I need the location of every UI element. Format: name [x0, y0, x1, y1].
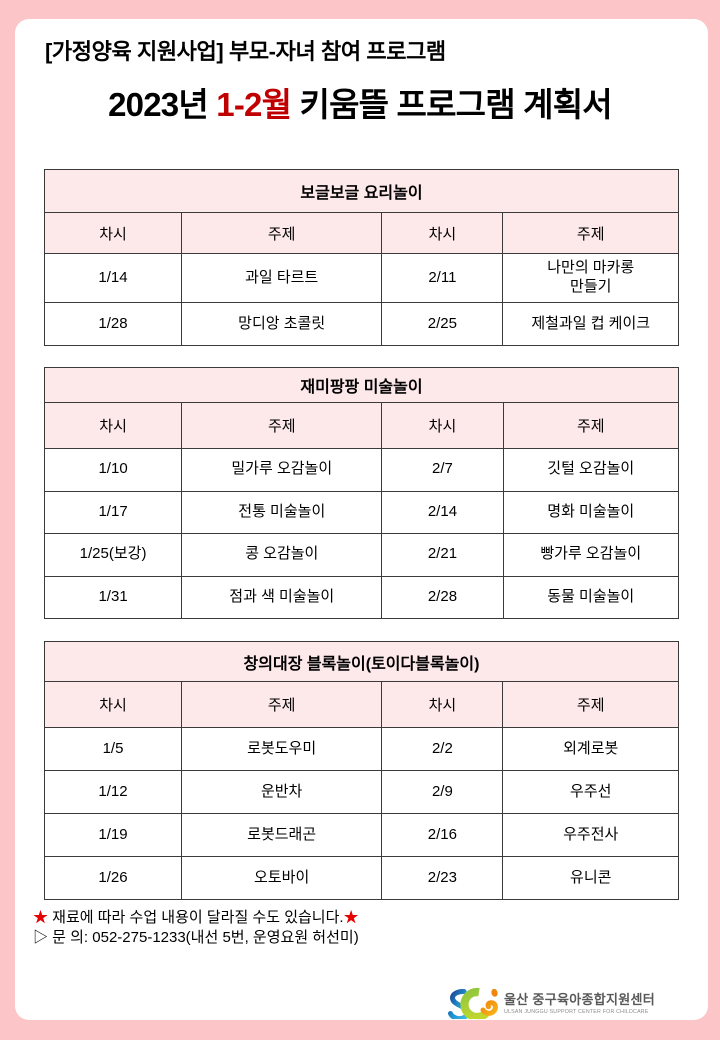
svg-text:울산 중구육아종합지원센터: 울산 중구육아종합지원센터	[504, 992, 655, 1007]
svg-text:ULSAN JUNGGU SUPPORT CENTER FO: ULSAN JUNGGU SUPPORT CENTER FOR CHILDCAR…	[504, 1009, 649, 1015]
